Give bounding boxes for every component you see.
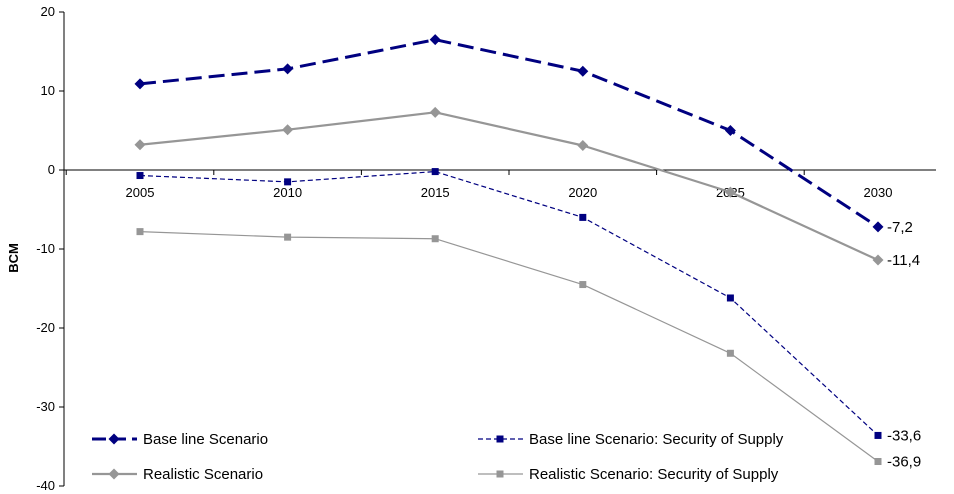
series-2	[134, 106, 884, 266]
data-point	[726, 349, 734, 357]
x-tick-label: 2005	[126, 185, 155, 200]
data-point	[429, 106, 441, 118]
legend-item-1: Base line Scenario: Security of Supply	[478, 431, 784, 448]
data-point	[282, 63, 294, 75]
data-point	[726, 294, 734, 302]
legend: Base line Scenario Base line Scenario: Se…	[92, 431, 784, 483]
y-tick-label: -10	[36, 241, 55, 256]
series-line	[139, 38, 879, 229]
legend-marker	[496, 470, 504, 478]
data-point	[724, 186, 736, 198]
data-point	[579, 281, 587, 289]
data-point	[431, 235, 439, 243]
end-value-label: -11,4	[887, 252, 920, 269]
legend-label: Realistic Scenario	[143, 466, 263, 483]
y-tick-label: -20	[36, 320, 55, 335]
data-point	[874, 431, 882, 439]
legend-label: Base line Scenario: Security of Supply	[529, 431, 784, 448]
data-point	[284, 178, 292, 186]
series-1	[136, 168, 882, 439]
data-point	[136, 172, 144, 180]
legend-item-0: Base line Scenario	[92, 431, 268, 448]
legend-marker	[496, 435, 504, 443]
data-point	[724, 125, 736, 136]
x-tick-label: 2030	[864, 185, 893, 200]
y-tick-label: -30	[36, 399, 55, 414]
data-point	[136, 228, 144, 236]
y-axis-label: BCM	[6, 243, 21, 273]
end-value-label: -7,2	[887, 219, 913, 236]
legend-label: Realistic Scenario: Security of Supply	[529, 466, 779, 483]
legend-item-3: Realistic Scenario: Security of Supply	[478, 466, 779, 483]
legend-marker	[108, 468, 120, 480]
x-tick-label: 2015	[421, 185, 450, 200]
x-tick-label: 2020	[568, 185, 597, 200]
data-point	[431, 168, 439, 176]
x-tick-label: 2010	[273, 185, 302, 200]
series-0	[134, 34, 884, 233]
data-point	[577, 140, 589, 152]
legend-label: Base line Scenario	[143, 431, 268, 448]
data-point	[284, 233, 292, 241]
axes: 20100-10-20-30-4020052010201520202025203…	[36, 4, 936, 493]
data-point	[577, 65, 589, 77]
series-line	[139, 111, 879, 262]
data-point	[134, 139, 146, 151]
y-tick-label: -40	[36, 478, 55, 493]
legend-marker	[108, 433, 120, 445]
data-point	[579, 213, 587, 221]
data-point	[134, 78, 146, 90]
data-point	[874, 458, 882, 466]
data-point	[282, 124, 294, 136]
legend-item-2: Realistic Scenario	[92, 466, 263, 483]
series-line	[139, 231, 879, 462]
series-3	[136, 228, 882, 466]
series-line	[139, 170, 879, 436]
end-labels: -36,9 -11,4 -33,6 -7,2	[887, 219, 921, 471]
y-tick-label: 0	[48, 162, 55, 177]
end-value-label: -33,6	[887, 427, 921, 444]
end-value-label: -36,9	[887, 454, 921, 471]
data-point	[429, 34, 441, 46]
series-layer	[134, 34, 884, 466]
y-tick-label: 20	[41, 4, 55, 19]
data-point	[872, 254, 884, 266]
y-tick-label: 10	[41, 83, 55, 98]
data-point	[872, 221, 884, 233]
